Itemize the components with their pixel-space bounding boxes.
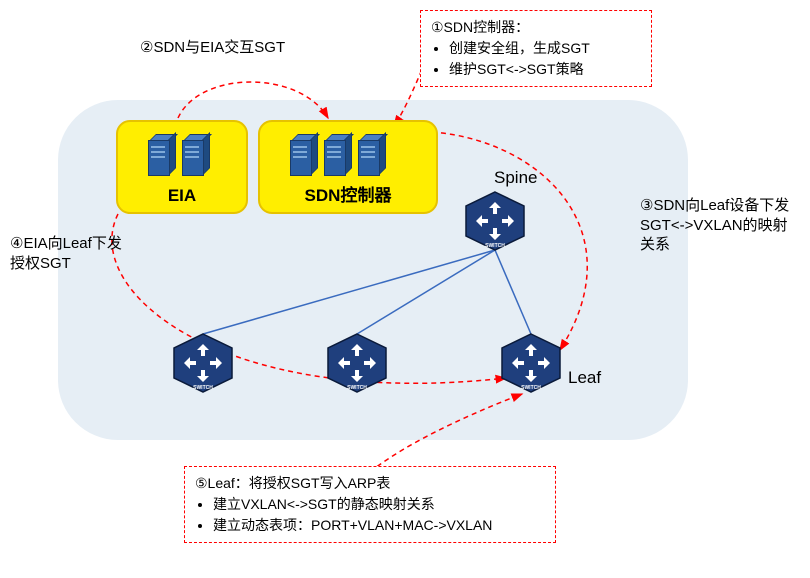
leaf-label: Leaf <box>568 368 601 388</box>
annotation-3: ③SDN向Leaf设备下发 SGT<->VXLAN的映射 关系 <box>640 196 789 255</box>
annotation-box-1: ①SDN控制器： 创建安全组，生成SGT 维护SGT<->SGT策略 <box>420 10 652 87</box>
leaf-switch-icon: SWITCH <box>172 332 234 394</box>
eia-label: EIA <box>118 186 246 206</box>
svg-text:SWITCH: SWITCH <box>347 385 367 391</box>
svg-text:SWITCH: SWITCH <box>193 385 213 391</box>
annotation-5-title: ⑤Leaf：将授权SGT写入ARP表 <box>195 473 545 494</box>
annotation-4: ④EIA向Leaf下发 授权SGT <box>10 234 122 273</box>
annotation-2: ②SDN与EIA交互SGT <box>140 38 285 58</box>
server-icon <box>148 134 174 174</box>
spine-label: Spine <box>494 168 537 188</box>
svg-text:SWITCH: SWITCH <box>485 243 505 249</box>
annotation-box-5: ⑤Leaf：将授权SGT写入ARP表 建立VXLAN<->SGT的静态映射关系 … <box>184 466 556 543</box>
server-icon <box>290 134 316 174</box>
leaf-switch-icon: SWITCH <box>500 332 562 394</box>
server-icon <box>324 134 350 174</box>
spine-switch-icon: SWITCH <box>464 190 526 252</box>
server-icon <box>358 134 384 174</box>
server-icon <box>182 134 208 174</box>
svg-text:SWITCH: SWITCH <box>521 385 541 391</box>
sdn-label: SDN控制器 <box>260 181 436 206</box>
annotation-1-item: 创建安全组，生成SGT <box>449 38 641 59</box>
leaf-switch-icon: SWITCH <box>326 332 388 394</box>
annotation-1-title: ①SDN控制器： <box>431 17 641 38</box>
annotation-5-item: 建立动态表项：PORT+VLAN+MAC->VXLAN <box>213 515 545 536</box>
annotation-5-item: 建立VXLAN<->SGT的静态映射关系 <box>213 494 545 515</box>
annotation-1-item: 维护SGT<->SGT策略 <box>449 59 641 80</box>
